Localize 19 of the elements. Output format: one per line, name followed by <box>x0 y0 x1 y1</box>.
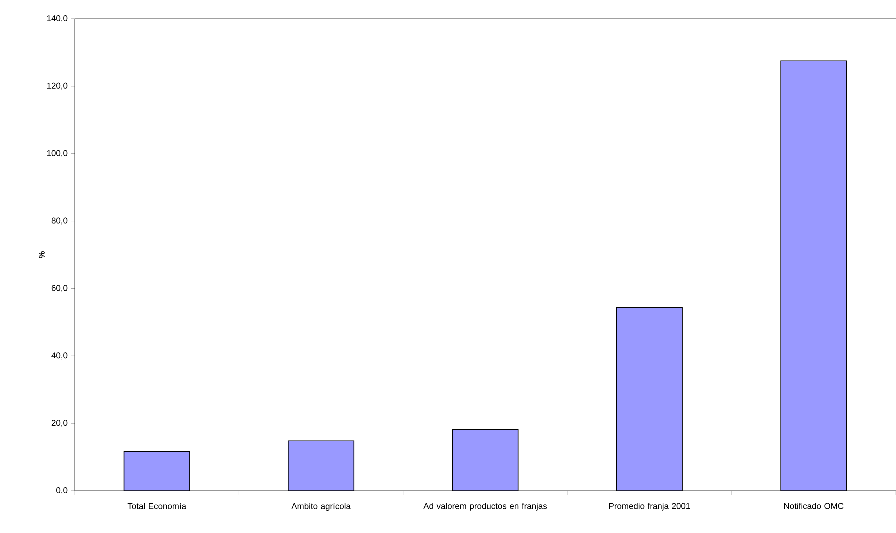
y-tick-label: 0,0 <box>56 488 68 494</box>
x-tick-label: Total Economía <box>128 503 187 510</box>
x-tick-label: Ambito agrícola <box>292 503 351 512</box>
bar <box>780 60 848 491</box>
y-tick-label: 120,0 <box>47 82 68 90</box>
y-tick-label: 20,0 <box>52 420 68 428</box>
bar <box>452 429 519 491</box>
y-tick-label: 80,0 <box>52 218 68 225</box>
y-tick-label: 60,0 <box>52 285 68 292</box>
y-tick-label: 140,0 <box>47 16 68 22</box>
x-tick-label: Ad valorem productos en franjas <box>424 503 548 511</box>
bar <box>616 307 683 491</box>
bar <box>288 440 355 491</box>
y-axis-title: % <box>38 251 45 259</box>
x-tick-label: Notificado OMC <box>784 503 844 510</box>
y-tick-label: 100,0 <box>47 150 68 158</box>
bar <box>124 451 190 491</box>
x-tick-label: Promedio franja 2001 <box>609 503 690 511</box>
y-tick-label: 40,0 <box>52 352 68 360</box>
